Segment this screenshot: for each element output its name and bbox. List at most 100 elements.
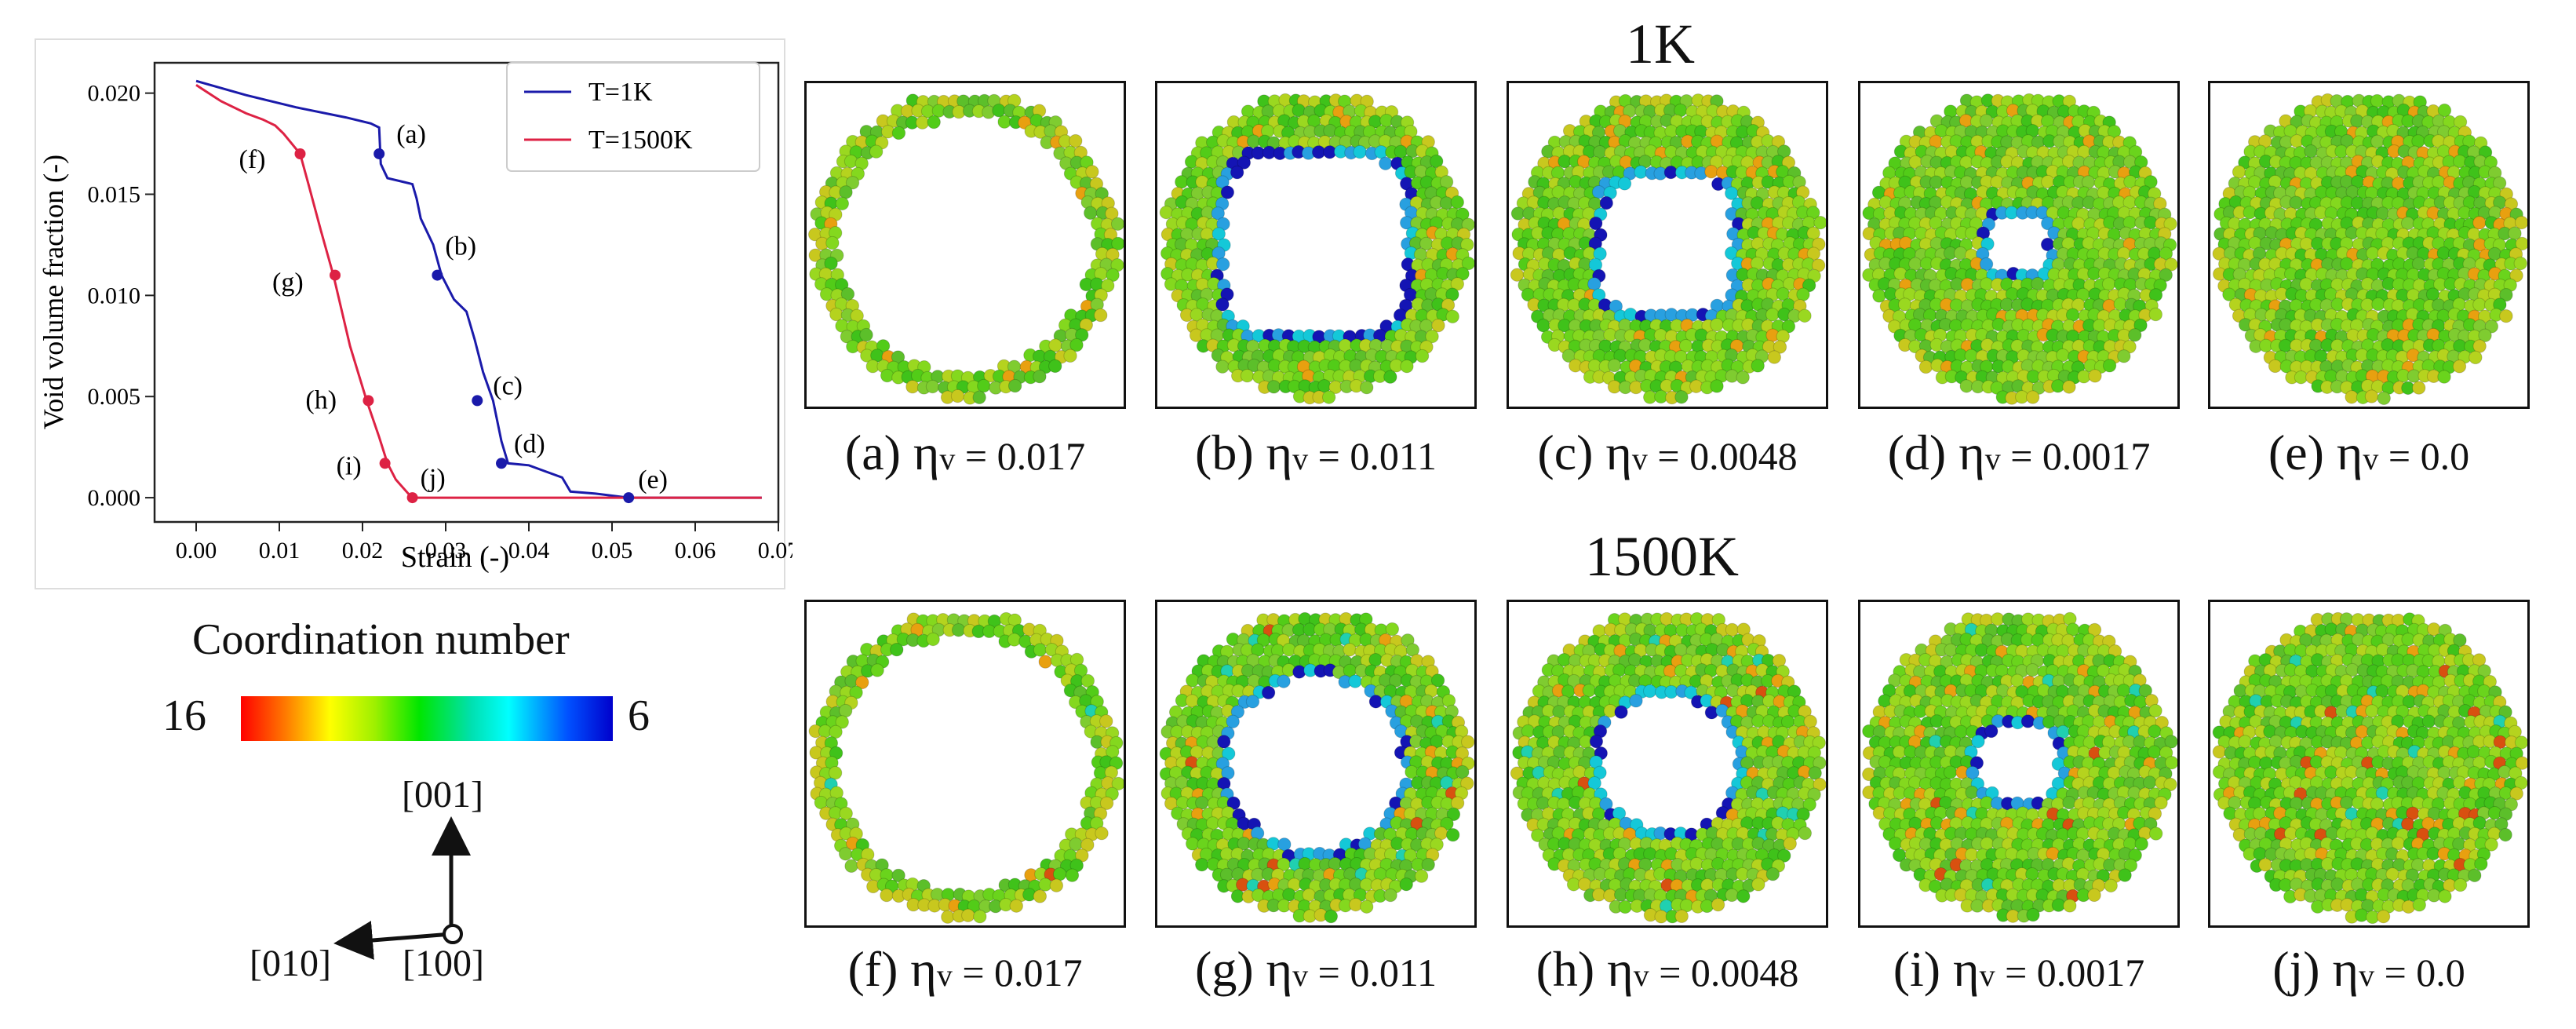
atom-sphere xyxy=(1216,257,1230,272)
atom-sphere xyxy=(1106,268,1120,283)
atom-sphere xyxy=(1343,643,1357,657)
series-lines xyxy=(195,79,762,499)
atom-sphere xyxy=(1736,370,1750,385)
atom-sphere xyxy=(1277,837,1292,852)
atom-sphere xyxy=(838,703,853,718)
atom-sphere xyxy=(1897,297,1912,312)
atom-sphere xyxy=(1195,796,1209,810)
void-fraction-value: = 0.017 xyxy=(952,951,1083,994)
atom-sphere xyxy=(2452,359,2467,374)
atom-sphere xyxy=(2165,755,2177,770)
atom-sphere xyxy=(2154,796,2168,810)
panel-label: (i) xyxy=(1893,941,1954,997)
atom-panel-i xyxy=(1858,600,2180,928)
atom-sphere xyxy=(977,378,991,393)
atom-sphere xyxy=(2437,103,2452,118)
atom-panel-j xyxy=(2208,600,2530,928)
atom-sphere xyxy=(1587,776,1601,790)
x-tick-label: 0.00 xyxy=(176,538,217,564)
annotation-label: (f) xyxy=(239,145,266,174)
atom-sphere xyxy=(1966,765,1980,780)
panel-label: (d) xyxy=(1887,425,1959,480)
atom-sphere xyxy=(2370,134,2385,149)
atom-sphere xyxy=(1101,279,1115,293)
atom-sphere xyxy=(1360,380,1374,395)
atom-sphere xyxy=(2513,256,2527,271)
colorbar-max-label: 6 xyxy=(628,691,650,740)
atom-sphere xyxy=(2514,735,2527,750)
atom-sphere xyxy=(1777,848,1791,863)
atom-sphere xyxy=(1440,816,1454,831)
atom-sphere xyxy=(1110,217,1124,232)
atom-sphere xyxy=(2453,633,2467,648)
panel-caption: (b) ηv = 0.011 xyxy=(1131,424,1500,482)
atom-sphere xyxy=(2117,349,2131,363)
y-tick-label: 0.015 xyxy=(88,182,141,208)
annotation-point xyxy=(432,269,443,281)
void-fraction-value: = 0.0 xyxy=(2378,434,2470,478)
atom-sphere xyxy=(1970,899,1984,913)
atom-sphere xyxy=(2102,359,2117,373)
atom-sphere xyxy=(2371,297,2385,312)
atom-sphere xyxy=(1226,714,1240,729)
atom-sphere xyxy=(1781,319,1796,334)
atom-sphere xyxy=(1421,857,1435,872)
atom-sphere xyxy=(1796,287,1810,301)
atom-sphere xyxy=(1806,246,1821,261)
atom-sphere xyxy=(2063,899,2077,913)
atom-sphere xyxy=(2149,826,2163,841)
atom-sphere xyxy=(1038,655,1052,669)
atom-sphere xyxy=(1629,694,1643,708)
atom-sphere xyxy=(1195,857,1209,872)
atom-sphere xyxy=(2025,662,2040,677)
atom-cluster xyxy=(1159,611,1474,924)
atom-sphere xyxy=(1765,867,1780,881)
atom-sphere xyxy=(2138,684,2152,698)
eta-symbol: η xyxy=(1605,425,1632,480)
atom-sphere xyxy=(1536,319,1550,333)
atom-sphere xyxy=(1979,257,1994,272)
eta-subscript: v xyxy=(1984,441,2001,476)
atom-sphere xyxy=(1425,329,1439,344)
atom-sphere xyxy=(1111,236,1124,251)
atom-panel-d xyxy=(1858,81,2180,409)
atom-cluster xyxy=(807,93,1124,405)
eta-symbol: η xyxy=(1266,425,1293,480)
atom-sphere xyxy=(870,663,884,677)
panel-label: (a) xyxy=(844,425,913,480)
annotation-label: (a) xyxy=(396,120,426,149)
atom-sphere xyxy=(1450,277,1465,291)
row-title-1500k: 1500K xyxy=(1585,525,1739,588)
atom-sphere xyxy=(835,196,850,211)
atom-sphere xyxy=(2020,714,2035,728)
atom-sphere xyxy=(869,144,884,159)
atom-sphere xyxy=(825,235,840,250)
atom-sphere xyxy=(2159,246,2173,261)
atom-sphere xyxy=(2469,350,2483,365)
panel-caption: (d) ηv = 0.0017 xyxy=(1835,424,2203,482)
atom-sphere xyxy=(1069,133,1083,148)
void-fraction-value: = 0.011 xyxy=(1308,951,1437,994)
atom-sphere xyxy=(1348,674,1362,688)
atom-sphere xyxy=(1009,899,1024,913)
eta-symbol: η xyxy=(1607,941,1634,997)
y-tick-label: 0.020 xyxy=(88,81,141,107)
atom-sphere xyxy=(961,908,975,922)
atom-panel-e xyxy=(2208,81,2530,409)
annotation-label: (h) xyxy=(305,385,337,414)
atom-sphere xyxy=(2304,144,2318,159)
x-axis-label: Strain (-) xyxy=(401,541,509,574)
annotation-label: (c) xyxy=(493,371,523,400)
atom-sphere xyxy=(1222,746,1236,761)
axis-label-001: [001] xyxy=(402,774,483,816)
atom-sphere xyxy=(2421,714,2436,728)
atom-sphere xyxy=(1461,735,1474,749)
void-fraction-value: = 0.0048 xyxy=(1649,951,1799,994)
atom-sphere xyxy=(1599,195,1613,210)
series-line-1500k xyxy=(195,84,762,499)
atom-sphere xyxy=(2134,837,2148,851)
atom-sphere xyxy=(2144,175,2158,189)
atom-sphere xyxy=(2159,268,2173,283)
atom-sphere xyxy=(1215,297,1230,312)
atom-panel-a xyxy=(804,81,1126,409)
